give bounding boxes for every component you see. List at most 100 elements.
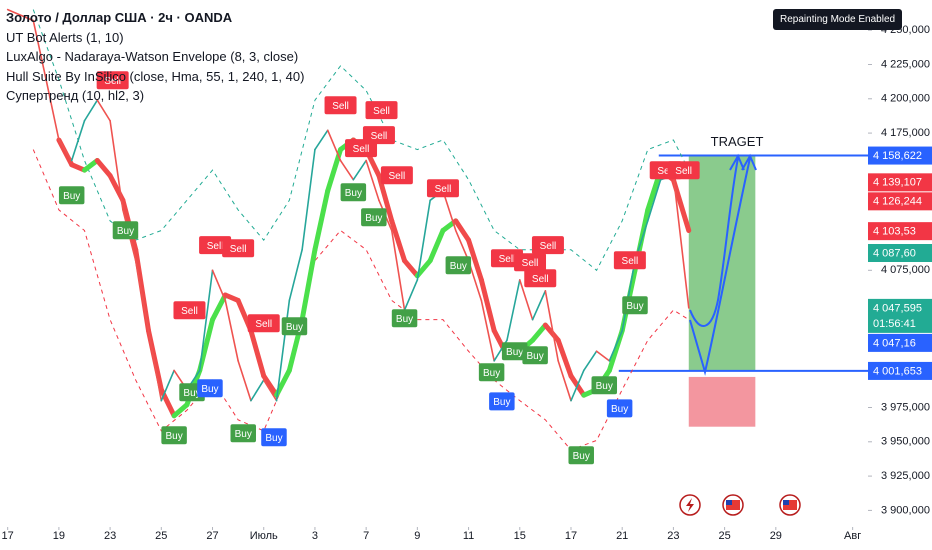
indicator[interactable]: Hull Suite By InSilico (close, Hma, 55, … [6, 68, 305, 84]
hull-segment [158, 387, 177, 419]
price-badge [868, 361, 932, 380]
price-segment [160, 369, 175, 402]
y-tick-label: 4 225,000 [881, 58, 930, 70]
y-tick-label: 4 175,000 [881, 127, 930, 139]
countdown: 01:56:41 [873, 318, 916, 330]
y-tick-label: 3 900,000 [881, 504, 930, 516]
mode-badge: Repainting Mode Enabled [773, 9, 903, 30]
signal: Buy [622, 296, 648, 315]
signal-label: Buy [506, 347, 523, 358]
price-segment [70, 119, 86, 162]
price-segment [83, 99, 99, 122]
price-badge-label: 4 126,244 [873, 196, 922, 208]
x-tick-label: 19 [53, 530, 65, 542]
price-segment [403, 279, 419, 311]
signal: Buy [606, 399, 633, 418]
y-tick-label: 4 075,000 [881, 264, 930, 276]
x-tick-label: 11 [463, 530, 474, 542]
hull-segment [478, 277, 497, 334]
signal: Buy [591, 376, 618, 395]
hull-segment [402, 258, 420, 279]
signal-box [667, 161, 700, 180]
price-segment [442, 189, 457, 232]
price-segment [621, 259, 636, 332]
signal: Sell [426, 179, 459, 198]
price-badge-label: 4 139,107 [873, 177, 922, 189]
x-tick-label: 25 [718, 530, 730, 542]
signal-label: Buy [345, 188, 362, 199]
signal-box [522, 346, 548, 365]
signal-label: Buy [117, 226, 134, 237]
hull-segment [81, 158, 100, 173]
envelope-lower [32, 149, 690, 451]
signal-box [324, 96, 357, 115]
signal: Buy [230, 424, 256, 443]
symbol-title: Золото / Доллар США · 2ч · OANDA [6, 10, 233, 25]
hull-segment [555, 337, 574, 379]
signal-box [161, 426, 187, 445]
signal-label: Sell [435, 184, 452, 195]
x-tick-label: 7 [363, 530, 369, 542]
signal-box [380, 166, 413, 185]
signal-label: Sell [540, 241, 557, 252]
indicator[interactable]: LuxAlgo - Nadaraya-Watson Envelope (8, 3… [6, 49, 299, 64]
signal: Sell [345, 139, 378, 158]
hull-segment [312, 188, 331, 253]
price-badge-label: 4 001,653 [873, 365, 922, 377]
signal: Sell [514, 253, 547, 272]
indicator[interactable]: Супертренд (10, hl2, 3) [6, 88, 145, 103]
signal: Sell [380, 166, 413, 185]
hull-segment [466, 237, 484, 283]
signal-box [361, 208, 387, 227]
price-badge [868, 222, 932, 241]
signal-box [489, 392, 515, 411]
signal-box [426, 179, 459, 198]
x-tick-label: 27 [206, 530, 218, 542]
price-segment [224, 299, 239, 362]
price-badge-label: 4 103,53 [873, 226, 916, 238]
signal-label: Buy [611, 404, 628, 415]
y-tick-label: 3 950,000 [881, 436, 930, 448]
signal: Sell [531, 236, 564, 255]
signal-label: Buy [396, 314, 413, 325]
signal-label: Sell [657, 166, 674, 177]
hull-segment [670, 177, 692, 234]
price-segment [454, 229, 470, 262]
signal-box [281, 317, 308, 336]
signal-label: Buy [365, 213, 382, 224]
price-badge [868, 244, 932, 263]
target-zone [688, 155, 756, 371]
event-icons [679, 494, 801, 516]
hull-segment [197, 317, 216, 373]
signal: Buy [281, 317, 308, 336]
y-tick-label: 3 975,000 [881, 401, 930, 413]
signal-label: Buy [527, 351, 544, 362]
price-segment [237, 360, 252, 402]
y-tick-label: 4 200,000 [881, 93, 930, 105]
signal: Buy [197, 379, 223, 398]
signal-label: Buy [235, 429, 252, 440]
signal: Buy [58, 186, 85, 205]
signal-box [606, 399, 633, 418]
signal-label: Sell [675, 166, 692, 177]
legend: Золото / Доллар США · 2ч · OANDA UT Bot … [6, 8, 304, 106]
hull-segment [248, 328, 267, 379]
signal-box [524, 269, 557, 288]
price-segment [339, 159, 355, 181]
signal: Buy [161, 426, 187, 445]
price-badge [868, 173, 932, 192]
signal-label: Sell [181, 306, 198, 317]
hull-segment [389, 218, 408, 264]
price-segment [198, 269, 214, 372]
hull-segment [530, 322, 548, 343]
signal: Sell [222, 239, 255, 258]
price-badge-label: 4 087,60 [873, 247, 916, 259]
price-segment [134, 259, 150, 332]
stop-zone [688, 376, 756, 427]
price-segment [6, 8, 35, 22]
annotation: TRAGET [711, 134, 764, 149]
hull-segment [171, 402, 190, 419]
indicator[interactable]: UT Bot Alerts (1, 10) [6, 29, 124, 45]
price-segment [531, 290, 547, 321]
